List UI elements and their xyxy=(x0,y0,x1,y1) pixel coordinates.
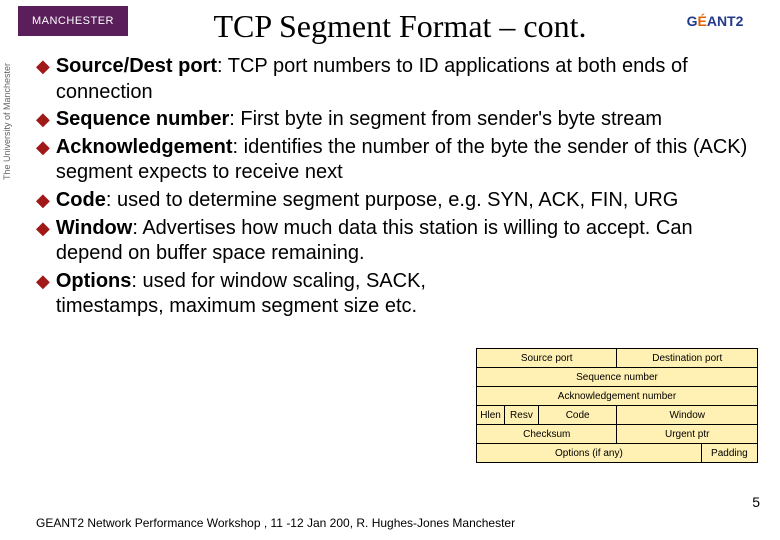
bullet-marker-icon: ◆ xyxy=(36,188,50,214)
bullet-text: Window: Advertises how much data this st… xyxy=(56,216,760,267)
cell-urgent: Urgent ptr xyxy=(617,425,758,444)
bullet-text: Sequence number: First byte in segment f… xyxy=(56,107,760,133)
bullet-marker-icon: ◆ xyxy=(36,216,50,267)
content-area: ◆ Source/Dest port: TCP port numbers to … xyxy=(36,54,760,322)
bullet-head: Options xyxy=(56,270,132,292)
sidebar-institution: The University of Manchester xyxy=(2,63,12,180)
cell-window: Window xyxy=(617,406,758,425)
bullet-body: : First byte in segment from sender's by… xyxy=(229,108,662,130)
bullet-head: Code xyxy=(56,189,106,211)
bullet-text: Code: used to determine segment purpose,… xyxy=(56,188,760,214)
bullet-marker-icon: ◆ xyxy=(36,135,50,186)
bullet-item: ◆ Acknowledgement: identifies the number… xyxy=(36,135,760,186)
logo-accent: É xyxy=(697,13,706,29)
logo-suffix: ANT2 xyxy=(707,13,744,29)
bullet-body: : used to determine segment purpose, e.g… xyxy=(106,189,678,211)
bullet-text: Options: used for window scaling, SACK, … xyxy=(56,269,456,320)
cell-resv: Resv xyxy=(505,406,539,425)
cell-seq-num: Sequence number xyxy=(477,368,758,387)
cell-padding: Padding xyxy=(701,444,757,463)
bullet-head: Sequence number xyxy=(56,108,229,130)
tcp-header-table: Source port Destination port Sequence nu… xyxy=(476,348,758,463)
footer-text: GEANT2 Network Performance Workshop , 11… xyxy=(36,516,515,530)
bullet-body: : Advertises how much data this station … xyxy=(56,217,693,265)
bullet-marker-icon: ◆ xyxy=(36,269,50,320)
bullet-head: Source/Dest port xyxy=(56,55,217,77)
manchester-logo: MANCHESTER xyxy=(18,6,128,36)
bullet-marker-icon: ◆ xyxy=(36,107,50,133)
bullet-item: ◆ Code: used to determine segment purpos… xyxy=(36,188,760,214)
logo-prefix: G xyxy=(687,13,698,29)
bullet-item: ◆ Window: Advertises how much data this … xyxy=(36,216,760,267)
cell-hlen: Hlen xyxy=(477,406,505,425)
slide-title: TCP Segment Format – cont. xyxy=(145,8,655,45)
bullet-text: Source/Dest port: TCP port numbers to ID… xyxy=(56,54,760,105)
geant2-logo: GÉANT2 xyxy=(660,6,770,36)
cell-checksum: Checksum xyxy=(477,425,617,444)
cell-options: Options (if any) xyxy=(477,444,702,463)
bullet-item: ◆ Source/Dest port: TCP port numbers to … xyxy=(36,54,760,105)
tcp-header-diagram: Source port Destination port Sequence nu… xyxy=(476,348,758,463)
bullet-marker-icon: ◆ xyxy=(36,54,50,105)
bullet-head: Acknowledgement xyxy=(56,136,233,158)
cell-ack-num: Acknowledgement number xyxy=(477,387,758,406)
cell-source-port: Source port xyxy=(477,349,617,368)
cell-dest-port: Destination port xyxy=(617,349,758,368)
page-number: 5 xyxy=(752,494,760,510)
bullet-item: ◆ Options: used for window scaling, SACK… xyxy=(36,269,760,320)
bullet-head: Window xyxy=(56,217,132,239)
cell-code: Code xyxy=(538,406,617,425)
bullet-item: ◆ Sequence number: First byte in segment… xyxy=(36,107,760,133)
bullet-text: Acknowledgement: identifies the number o… xyxy=(56,135,760,186)
